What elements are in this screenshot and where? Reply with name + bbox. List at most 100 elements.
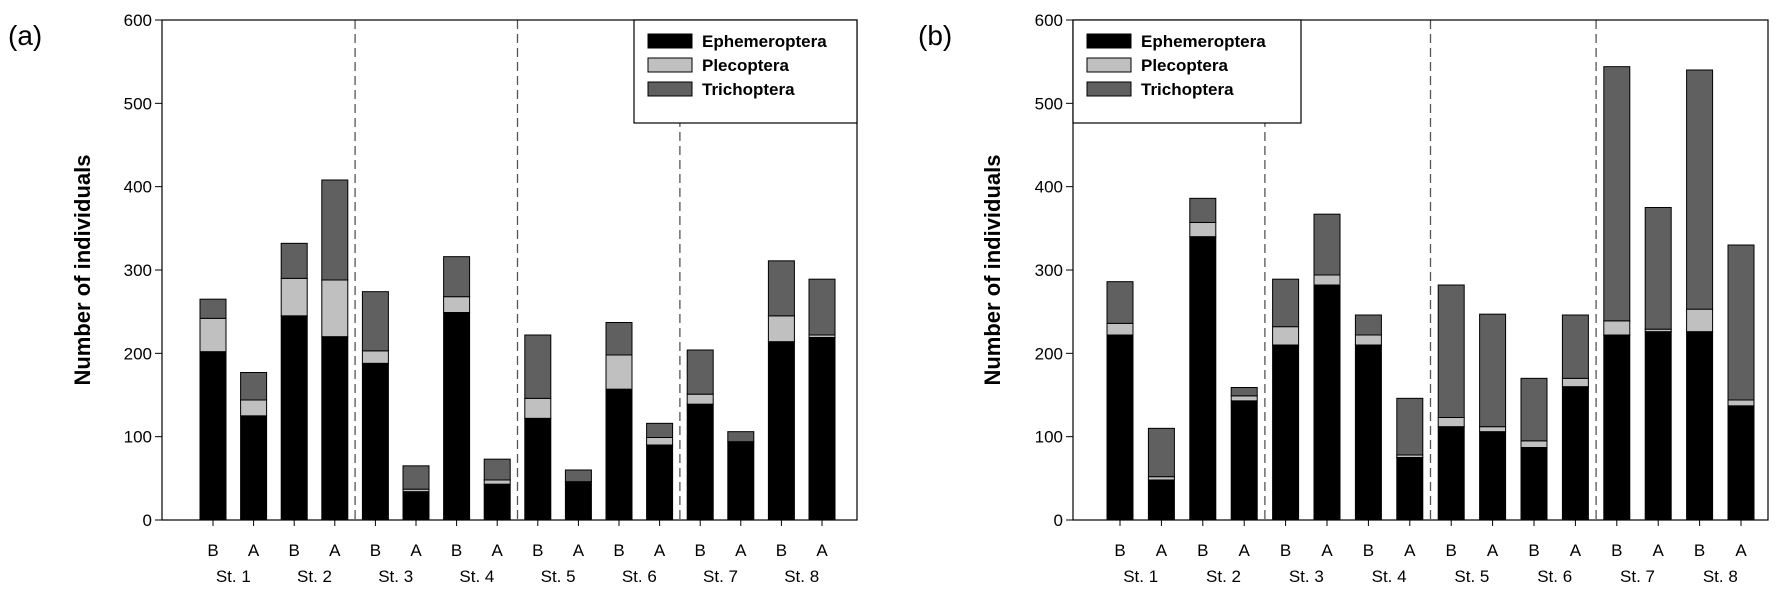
bar-plecoptera — [646, 437, 674, 446]
legend: Ephemeroptera Plecoptera Trichoptera — [633, 19, 858, 124]
panel-label: (a) — [8, 20, 42, 51]
x-tick-label: B — [370, 541, 381, 560]
legend-swatch-trichoptera — [647, 81, 693, 97]
bar-plecoptera — [1603, 320, 1631, 336]
bar-ephemeroptera — [402, 491, 430, 521]
bar-ephemeroptera — [280, 315, 308, 521]
bar-plecoptera — [686, 393, 714, 405]
station-label: St. 5 — [1454, 567, 1489, 586]
x-tick-label: B — [695, 541, 706, 560]
bar-ephemeroptera — [605, 388, 633, 521]
bar-trichoptera — [1437, 284, 1465, 418]
bar-trichoptera — [1603, 66, 1631, 322]
station-label: St. 7 — [703, 567, 738, 586]
x-tick-label: B — [613, 541, 624, 560]
bar-plecoptera — [605, 354, 633, 390]
legend-label: Plecoptera — [1141, 56, 1228, 75]
y-tick-label: 300 — [124, 261, 152, 280]
bar-trichoptera — [646, 422, 674, 439]
x-tick-label: A — [329, 541, 341, 560]
x-tick-label: A — [573, 541, 585, 560]
x-tick-label: B — [1446, 541, 1457, 560]
station-label: St. 6 — [1537, 567, 1572, 586]
bar-trichoptera — [1561, 314, 1589, 379]
station-label: St. 2 — [297, 567, 332, 586]
x-tick-label: A — [1156, 541, 1168, 560]
x-tick-label: B — [776, 541, 787, 560]
x-tick-label: B — [451, 541, 462, 560]
legend-swatch-ephemeroptera — [1086, 33, 1132, 49]
bar-plecoptera — [321, 279, 349, 338]
y-tick-label: 400 — [124, 178, 152, 197]
x-tick-label: B — [1114, 541, 1125, 560]
y-tick-label: 500 — [1035, 94, 1063, 113]
panel-label: (b) — [918, 20, 952, 51]
station-label: St. 7 — [1620, 567, 1655, 586]
bar-trichoptera — [1396, 397, 1424, 456]
y-tick-label: 200 — [1035, 344, 1063, 363]
bar-plecoptera — [1479, 426, 1507, 433]
plot-frame — [1072, 19, 1769, 521]
bar-plecoptera — [443, 296, 471, 313]
station-label: St. 4 — [459, 567, 494, 586]
bar-plecoptera — [1437, 417, 1465, 428]
bar-ephemeroptera — [1272, 344, 1300, 521]
x-tick-label: A — [1653, 541, 1665, 560]
x-tick-label: B — [1197, 541, 1208, 560]
bar-plecoptera — [483, 479, 511, 485]
x-tick-label: A — [1321, 541, 1333, 560]
station-label: St. 5 — [541, 567, 576, 586]
y-tick-label: 0 — [143, 511, 152, 530]
bar-trichoptera — [1686, 69, 1714, 310]
bar-plecoptera — [1313, 274, 1341, 286]
x-tick-label: B — [289, 541, 300, 560]
bar-ephemeroptera — [1313, 284, 1341, 521]
y-axis-label: Number of individuals — [980, 154, 1005, 385]
bar-ephemeroptera — [1561, 386, 1589, 521]
bar-plecoptera — [1561, 377, 1589, 388]
chart-panel-b: (b) Number of individuals 0 100 200 300 400 500… — [918, 11, 1769, 586]
bar-trichoptera — [524, 334, 552, 399]
x-tick-label: A — [1735, 541, 1747, 560]
bar-plecoptera — [1189, 222, 1217, 238]
bar-ephemeroptera — [808, 337, 836, 521]
bar-ephemeroptera — [727, 441, 755, 521]
bar-trichoptera — [199, 298, 227, 319]
bar-plecoptera — [1727, 399, 1755, 407]
x-tick-label: A — [816, 541, 828, 560]
legend-swatch-ephemeroptera — [647, 33, 693, 49]
bar-trichoptera — [1644, 207, 1672, 330]
legend: Ephemeroptera Plecoptera Trichoptera — [1072, 19, 1302, 124]
y-tick-label: 200 — [124, 344, 152, 363]
bar-ephemeroptera — [1437, 426, 1465, 521]
bar-ephemeroptera — [1354, 344, 1382, 521]
bar-ephemeroptera — [1686, 331, 1714, 521]
bar-ephemeroptera — [646, 444, 674, 521]
x-tick-label: B — [1363, 541, 1374, 560]
bar-ephemeroptera — [199, 351, 227, 521]
y-tick-label: 500 — [124, 94, 152, 113]
station-label: St. 3 — [1289, 567, 1324, 586]
bar-ephemeroptera — [443, 312, 471, 521]
y-tick-label: 400 — [1035, 178, 1063, 197]
bar-trichoptera — [1147, 427, 1175, 478]
y-tick-label: 0 — [1054, 511, 1063, 530]
legend-swatch-plecoptera — [647, 57, 693, 73]
bar-trichoptera — [808, 278, 836, 336]
bar-plecoptera — [1230, 395, 1258, 402]
chart-panel-a: (a) Number of individuals 0 100 200 300 400 500… — [8, 11, 858, 586]
legend-swatch-plecoptera — [1086, 57, 1132, 73]
bar-trichoptera — [686, 349, 714, 395]
bar-ephemeroptera — [767, 341, 795, 521]
y-tick-label: 100 — [124, 428, 152, 447]
bar-plecoptera — [1272, 326, 1300, 346]
station-label: St. 1 — [216, 567, 251, 586]
bar-ephemeroptera — [1603, 334, 1631, 521]
bar-ephemeroptera — [1106, 334, 1134, 521]
bar-plecoptera — [199, 317, 227, 353]
legend-label: Ephemeroptera — [702, 32, 827, 51]
bar-ephemeroptera — [321, 336, 349, 521]
bar-ephemeroptera — [1189, 236, 1217, 521]
x-tick-label: A — [410, 541, 422, 560]
